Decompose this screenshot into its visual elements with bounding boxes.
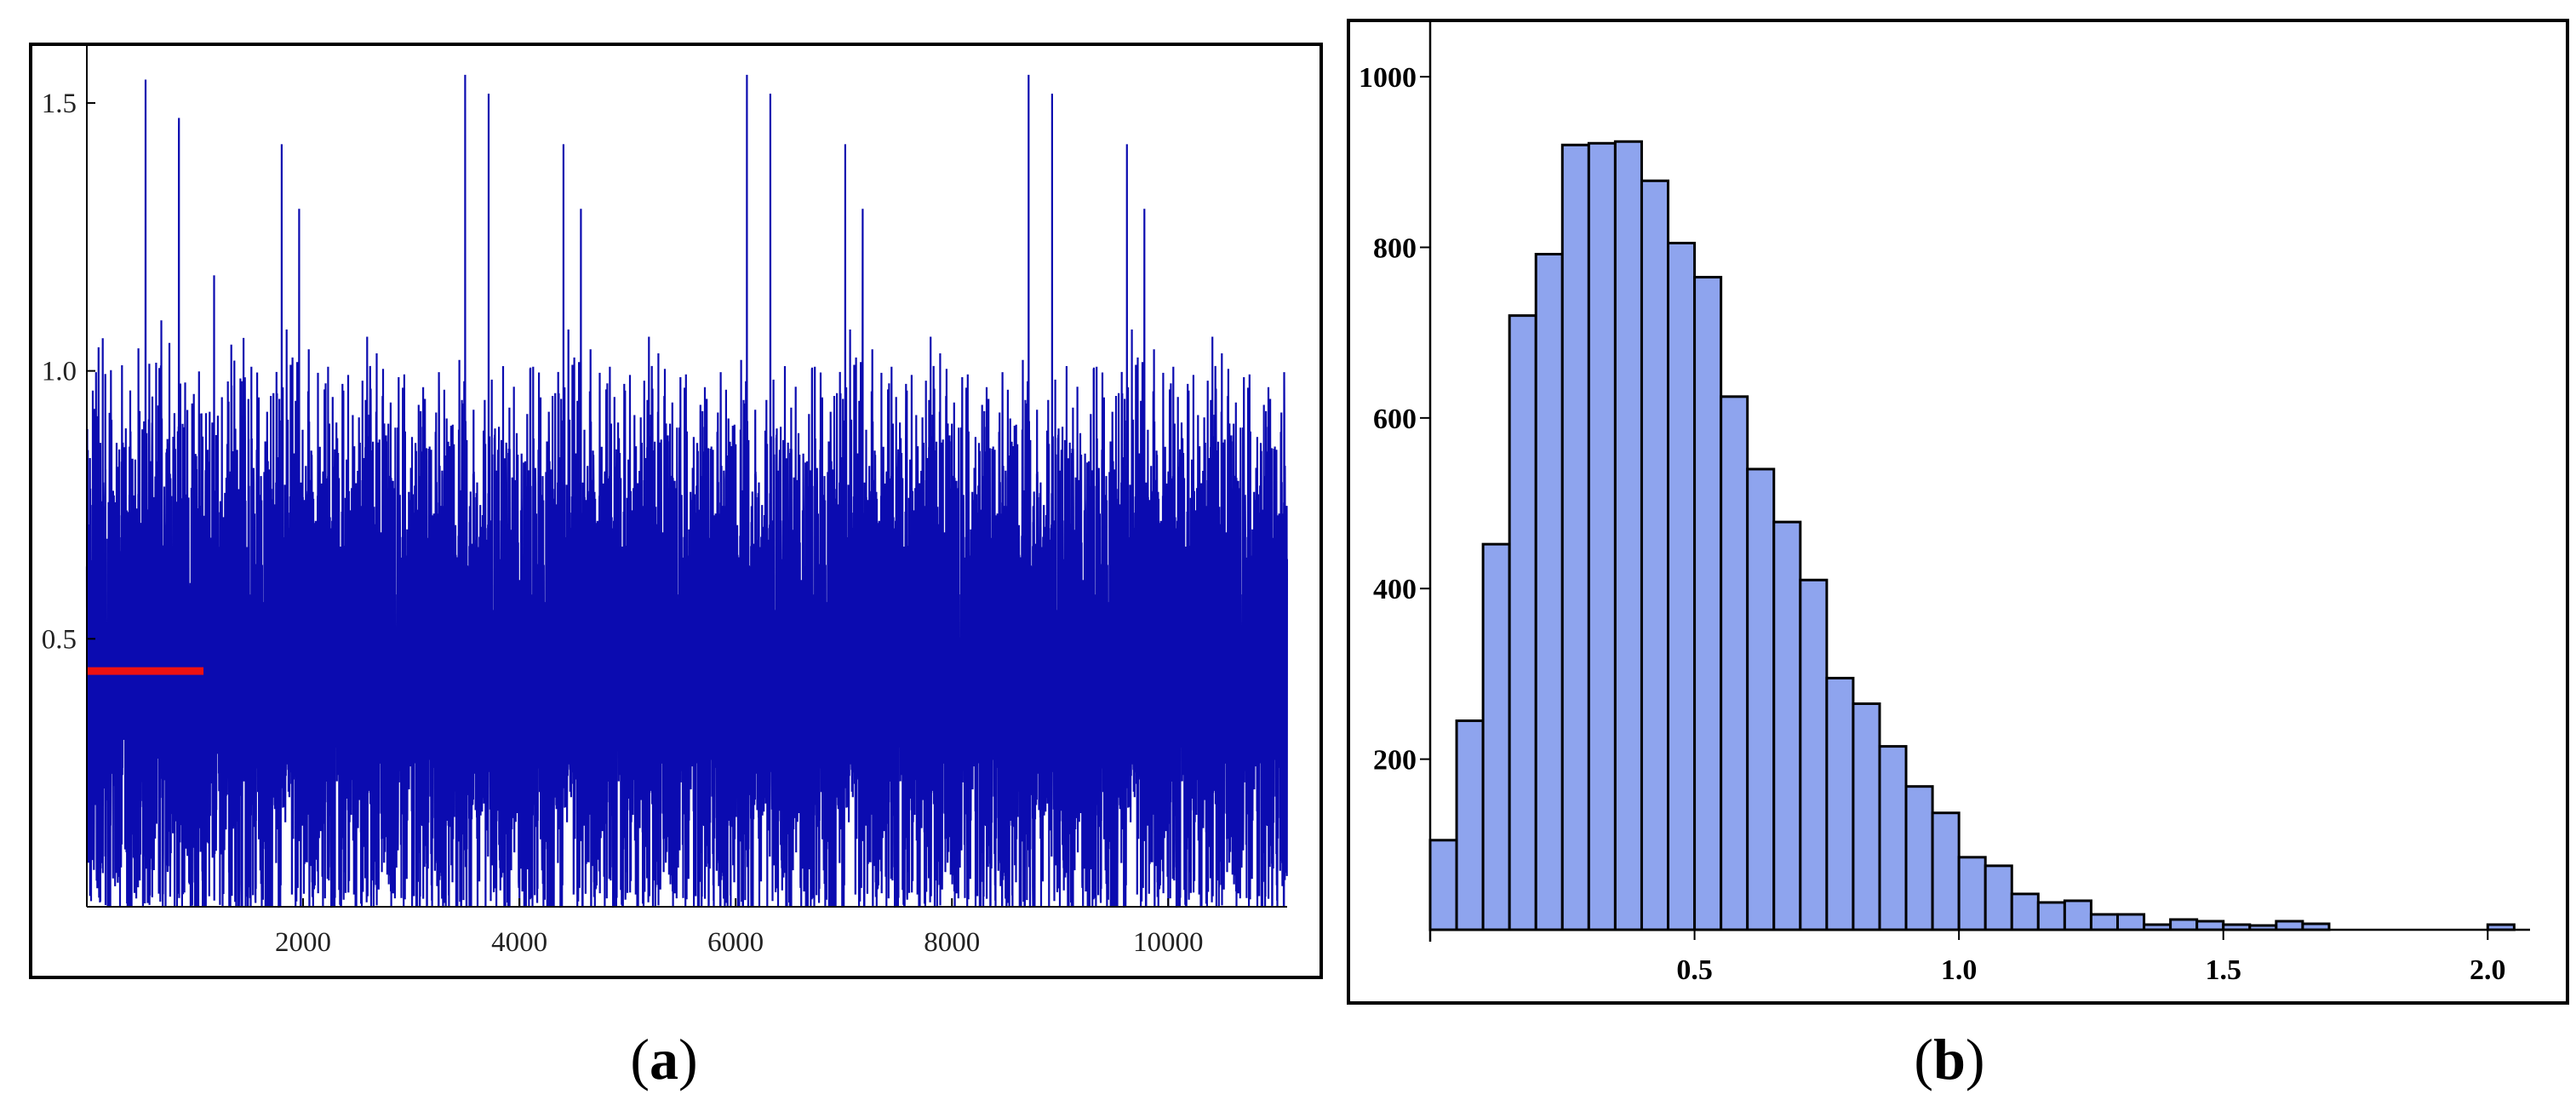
histogram-bar-1 — [1455, 719, 1485, 931]
histogram-bar-18 — [1904, 785, 1934, 931]
histogram-bar-2 — [1481, 542, 1511, 931]
caption-b-close: ) — [1965, 1027, 1985, 1092]
histogram-bar-10 — [1693, 276, 1723, 931]
histogram-bar-7 — [1613, 140, 1643, 931]
histogram-bar-19 — [1931, 811, 1961, 931]
y-tick-label-a-0: 0.5 — [42, 624, 77, 655]
histogram-bar-17 — [1878, 745, 1908, 931]
histogram-bar-32 — [2275, 920, 2304, 931]
histogram-bar-5 — [1560, 143, 1590, 931]
histogram-bar-15 — [1825, 676, 1855, 931]
panel-a: 2000 4000 6000 8000 10000 0.5 1.0 1.5 — [29, 43, 1323, 979]
y-tick-label-b-3: 800 — [1373, 232, 1417, 264]
x-tick-label-a-3: 8000 — [924, 927, 980, 958]
caption-b-open: ( — [1914, 1027, 1934, 1092]
histogram-bar-12 — [1746, 467, 1776, 931]
histogram-bar-24 — [2063, 899, 2092, 931]
caption-a-open: ( — [630, 1027, 650, 1092]
x-tick-label-b-1: 1.0 — [1941, 954, 1978, 986]
y-tick-label-a-2: 1.5 — [42, 89, 77, 119]
histogram-bar-9 — [1667, 241, 1697, 931]
x-tick-label-a-4: 10000 — [1133, 927, 1204, 958]
x-tick-label-a-2: 6000 — [707, 927, 764, 958]
y-tick-label-b-1: 400 — [1373, 574, 1417, 605]
y-tick-label-b-4: 1000 — [1359, 62, 1417, 94]
histogram-bar-28 — [2169, 918, 2199, 931]
histogram-bar-3 — [1508, 314, 1537, 931]
histogram-bar-20 — [1957, 856, 1987, 931]
histogram-bar-4 — [1534, 253, 1564, 931]
y-tick-label-a-1: 1.0 — [42, 357, 77, 387]
caption-a-letter: a — [650, 1027, 678, 1092]
histogram-bar-23 — [2036, 901, 2066, 931]
series-line-a — [85, 74, 1288, 908]
y-tick-label-b-0: 200 — [1373, 745, 1417, 776]
caption-b-letter: b — [1933, 1027, 1966, 1092]
histogram-bar-11 — [1720, 395, 1749, 931]
histogram-bar-13 — [1772, 520, 1802, 931]
chart-b-svg: 0.5 1.0 1.5 2.0 200 400 600 800 1000 — [1347, 19, 2569, 1005]
x-tick-label-a-1: 4000 — [491, 927, 547, 958]
x-tick-label-b-3: 2.0 — [2470, 954, 2506, 986]
panel-b: 0.5 1.0 1.5 2.0 200 400 600 800 1000 — [1347, 19, 2569, 1005]
histogram-bar-6 — [1587, 141, 1617, 931]
chart-a-svg: 2000 4000 6000 8000 10000 0.5 1.0 1.5 — [29, 43, 1323, 979]
histogram-bar-21 — [1984, 864, 2013, 931]
histogram-bar-8 — [1640, 179, 1670, 931]
histogram-bar-22 — [2010, 892, 2040, 931]
x-tick-label-a-0: 2000 — [275, 927, 331, 958]
histogram-bar-16 — [1852, 702, 1881, 931]
caption-a: (a) — [579, 1026, 749, 1093]
caption-a-close: ) — [678, 1027, 698, 1092]
caption-b: (b) — [1864, 1026, 2035, 1093]
histogram-bar-26 — [2116, 913, 2146, 931]
histogram-bar-0 — [1428, 839, 1458, 931]
histogram-bar-29 — [2195, 920, 2225, 931]
x-tick-label-b-0: 0.5 — [1676, 954, 1713, 986]
x-tick-label-b-2: 1.5 — [2205, 954, 2241, 986]
histogram-bar-14 — [1799, 578, 1829, 931]
histogram-bar-25 — [2089, 913, 2120, 931]
y-tick-label-b-2: 600 — [1373, 404, 1417, 435]
